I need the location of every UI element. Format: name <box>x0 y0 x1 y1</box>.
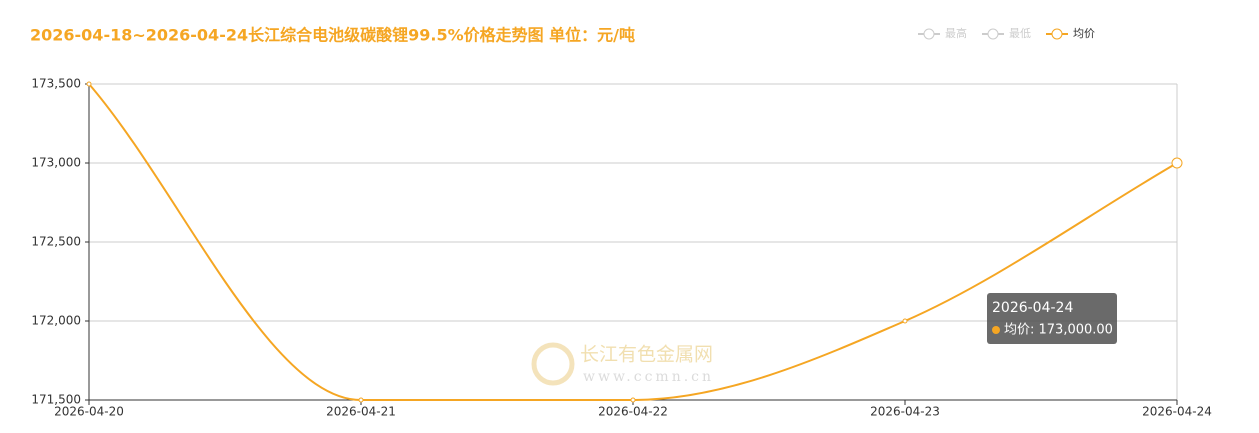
legend-marker <box>987 28 999 40</box>
point <box>86 81 92 87</box>
legend-label: 均价 <box>1073 27 1095 40</box>
tooltip-title: 2026-04-24 <box>992 300 1073 316</box>
tooltip-box <box>987 293 1117 344</box>
y-tick-label: 171,500 <box>31 393 81 407</box>
legend-label: 最高 <box>945 26 967 40</box>
point <box>1171 157 1183 169</box>
x-tick-label: 2026-04-22 <box>598 405 668 419</box>
x-tick-label: 2026-04-24 <box>1142 405 1212 419</box>
y-tick-label: 172,500 <box>31 235 81 249</box>
chart-title: 2026-04-18~2026-04-24长江综合电池级碳酸锂99.5%价格走势… <box>30 26 635 45</box>
y-tick-label: 173,000 <box>31 156 81 170</box>
legend-label: 最低 <box>1009 27 1031 40</box>
point <box>630 397 636 403</box>
y-tick-label: 172,000 <box>31 314 81 328</box>
x-tick-label: 2026-04-21 <box>326 405 396 419</box>
watermark-logo <box>531 342 575 386</box>
legend-marker <box>1051 28 1063 40</box>
watermark: 长江有色金属网 www.ccmn.cn <box>531 342 714 386</box>
point <box>902 318 908 324</box>
x-tick-label: 2026-04-23 <box>870 405 940 419</box>
y-tick-label: 173,500 <box>31 77 81 91</box>
watermark-url: www.ccmn.cn <box>583 369 714 385</box>
x-tick-label: 2026-04-20 <box>54 405 124 419</box>
watermark-name: 长江有色金属网 <box>580 344 713 366</box>
legend-marker <box>923 28 935 40</box>
tooltip-dot <box>992 326 1000 334</box>
tooltip-value: 均价: 173,000.00 <box>1004 323 1113 338</box>
point <box>358 397 364 403</box>
line <box>88 83 1178 402</box>
